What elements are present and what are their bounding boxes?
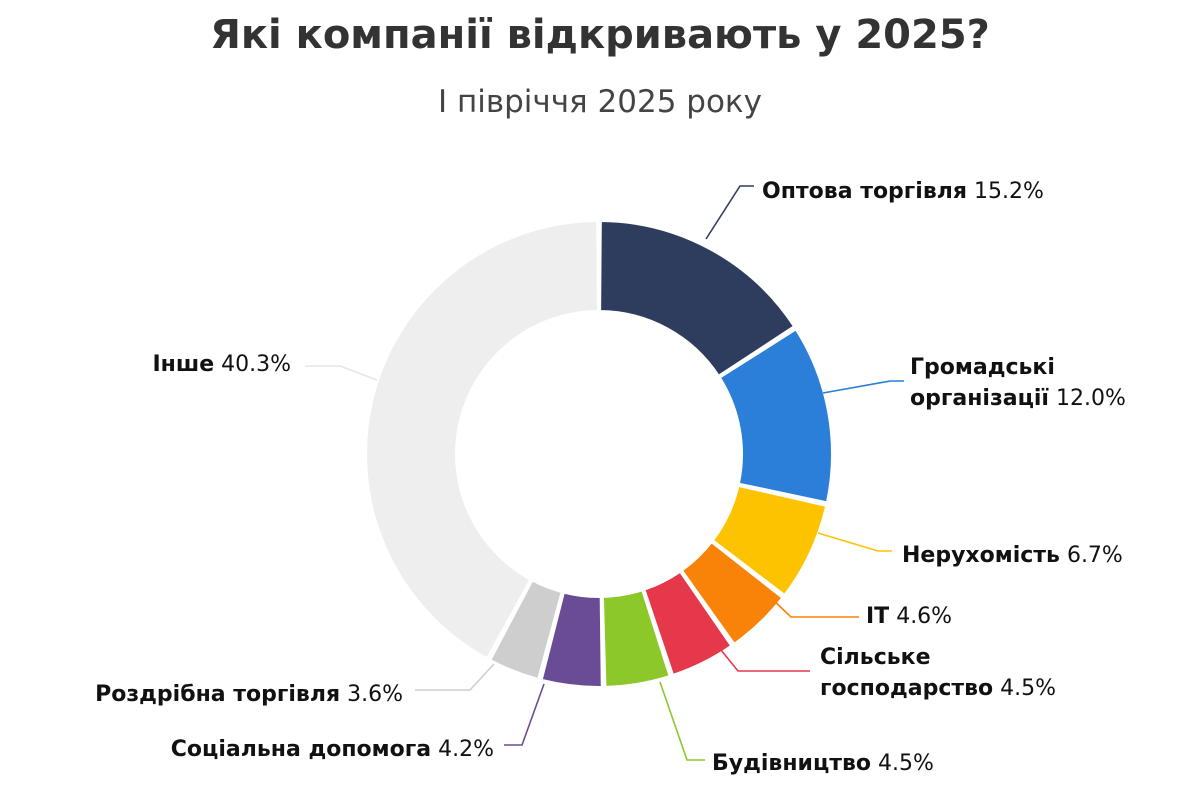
slice-value-label: 15.2%	[967, 179, 1044, 204]
slice-label-name: господарство	[820, 676, 993, 701]
chart-title: Які компанії відкривають у 2025?	[210, 12, 990, 58]
slice-label-9: Інше 40.3%	[152, 352, 291, 377]
leader-line-1	[705, 185, 754, 240]
slice-label-name: Будівництво	[712, 751, 871, 776]
chart-subtitle: І півріччя 2025 року	[437, 84, 763, 120]
slice-value-label: 3.6%	[340, 682, 403, 707]
slice-value-label: 4.2%	[431, 737, 494, 762]
slice-label-name: IT	[866, 604, 889, 629]
slice-label-3: Нерухомість 6.7%	[902, 543, 1123, 568]
slice-label-2: Громадські організації 12.0%	[910, 355, 1126, 411]
slice-label-name: Оптова торгівля	[762, 179, 967, 204]
slice-value-label: 4.5%	[871, 751, 934, 776]
donut-slices	[365, 220, 833, 688]
slice-6	[601, 589, 671, 688]
slice-1	[599, 220, 795, 377]
slice-value-label: 4.5%	[993, 676, 1056, 701]
leader-line-6	[659, 681, 705, 761]
slice-label-name: Громадські	[910, 355, 1055, 380]
leader-line-9	[305, 365, 378, 381]
slice-label-8: Роздрібна торгівля 3.6%	[95, 682, 403, 707]
slice-7	[540, 591, 603, 688]
leader-line-7	[504, 683, 545, 746]
slice-label-name: Соціальна допомога	[171, 737, 431, 762]
slice-label-5: Сільське господарство 4.5%	[820, 645, 1056, 701]
slice-value-label: 4.6%	[889, 604, 952, 629]
leader-line-4	[769, 596, 859, 618]
slice-value-label: 6.7%	[1060, 543, 1123, 568]
leader-line-3	[817, 532, 892, 552]
slice-5	[643, 570, 733, 676]
slice-label-name: Сільське	[820, 645, 931, 670]
slice-value-label: 40.3%	[214, 352, 291, 377]
slice-label-7: Соціальна допомога 4.2%	[171, 737, 494, 762]
leader-line-2	[822, 380, 904, 394]
slice-label-6: Будівництво 4.5%	[712, 751, 934, 776]
slice-3	[711, 484, 828, 596]
slice-value-label: 12.0%	[1049, 386, 1126, 411]
slice-8	[489, 579, 563, 680]
slice-4	[680, 541, 784, 645]
leader-line-5	[720, 649, 810, 672]
slice-9	[365, 220, 599, 660]
slice-labels: Оптова торгівля 15.2% Громадські організац…	[95, 179, 1126, 776]
slice-label-name: Нерухомість	[902, 543, 1060, 568]
leader-line-8	[415, 663, 495, 691]
slice-label-1: Оптова торгівля 15.2%	[762, 179, 1044, 204]
slice-label-name: Інше	[152, 352, 214, 377]
slice-label-name: організації	[910, 386, 1049, 411]
slice-2	[718, 328, 833, 504]
slice-label-4: IT 4.6%	[866, 604, 952, 629]
slice-label-name: Роздрібна торгівля	[95, 682, 340, 707]
